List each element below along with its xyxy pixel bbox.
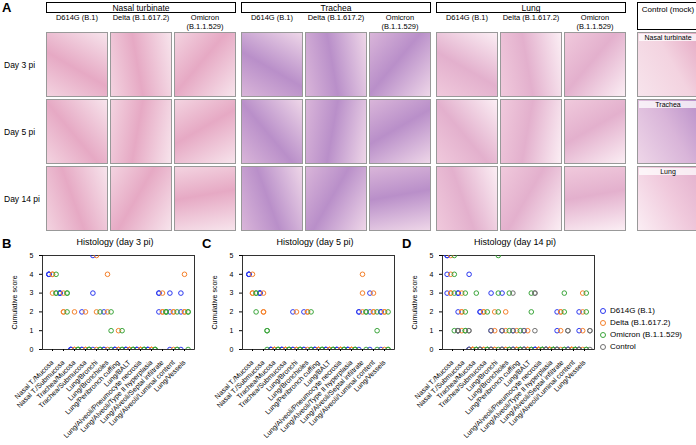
svg-text:Cumulative score: Cumulative score (411, 275, 418, 329)
svg-text:Cumulative score: Cumulative score (11, 275, 18, 329)
html-text:Trachea: Trachea (655, 101, 681, 108)
html-text:D614G (B.1): D614G (B.1) (55, 13, 98, 22)
svg-text:Lung/Peribronch cuffing: Lung/Peribronch cuffing (263, 358, 321, 416)
svg-text:Lung/Alveoli/Pneumocyte necros: Lung/Alveoli/Pneumocyte necrosis (462, 358, 543, 440)
svg-text:2: 2 (30, 308, 34, 315)
svg-text:Trachea/Submucosa: Trachea/Submucosa (437, 358, 488, 410)
svg-text:Lung/Peribronch cuffing: Lung/Peribronch cuffing (63, 358, 121, 416)
svg-text:Lung/Bronchioles: Lung/Bronchioles (266, 358, 310, 402)
html-text:Histology (day 5 pi): Histology (day 5 pi) (276, 237, 354, 247)
svg-text:1: 1 (230, 327, 234, 334)
svg-text:Nasal T./Mucosa: Nasal T./Mucosa (413, 358, 455, 401)
html-text:Histology (day 3 pi): Histology (day 3 pi) (76, 237, 154, 247)
svg-text:Lung/Bronchi: Lung/Bronchi (64, 358, 99, 393)
svg-text:Lung/Alveoli/Septal infiltrate: Lung/Alveoli/Septal infiltrate (98, 358, 165, 425)
html-text:Delta (B.1.617.2): Delta (B.1.617.2) (307, 13, 365, 22)
svg-text:4: 4 (430, 271, 434, 278)
svg-text:Nasal T./Mucosa: Nasal T./Mucosa (213, 358, 255, 401)
html-text:Lung: Lung (521, 3, 541, 13)
html-text:D614G (B.1): D614G (B.1) (445, 13, 488, 22)
svg-text:Lung/Vessels: Lung/Vessels (352, 358, 387, 393)
svg-text:Lung/Alveoli/Septal infiltrate: Lung/Alveoli/Septal infiltrate (498, 358, 565, 425)
html-text:Omicron (B.1.1.529): Omicron (B.1.1.529) (381, 13, 419, 31)
svg-text:2: 2 (430, 308, 434, 315)
svg-text:1: 1 (430, 327, 434, 334)
svg-text:Trachea/Mucosa: Trachea/Mucosa (435, 358, 477, 401)
svg-text:5: 5 (430, 252, 434, 259)
svg-text:2: 2 (230, 308, 234, 315)
svg-text:1: 1 (30, 327, 34, 334)
html-text:Nasal turbinate: Nasal turbinate (112, 3, 170, 13)
svg-text:Lung/Alveoli/Pneumocyte necros: Lung/Alveoli/Pneumocyte necrosis (262, 358, 343, 440)
svg-text:Lung/BALT: Lung/BALT (502, 358, 532, 388)
svg-text:Lung/BALT: Lung/BALT (302, 358, 332, 388)
svg-text:Nasal T./Submucosa: Nasal T./Submucosa (215, 358, 266, 409)
svg-text:Lung/Alveoli/Type II hyperplas: Lung/Alveoli/Type II hyperplasia (479, 359, 555, 435)
svg-text:Lung/Alveoli/Luminal content: Lung/Alveoli/Luminal content (508, 359, 577, 428)
svg-text:4: 4 (30, 271, 34, 278)
svg-text:Lung/Peribronch cuffing: Lung/Peribronch cuffing (463, 358, 521, 416)
html-text:Histology (day 14 pi): Histology (day 14 pi) (474, 237, 556, 247)
html-text:Delta (B.1.617.2): Delta (B.1.617.2) (112, 13, 170, 22)
svg-text:Lung/Bronchioles: Lung/Bronchioles (466, 358, 510, 402)
svg-text:Nasal T./Mucosa: Nasal T./Mucosa (13, 358, 55, 401)
html-text:A: A (2, 0, 12, 15)
svg-text:3: 3 (230, 289, 234, 296)
svg-text:Lung/Alveoli/Luminal content: Lung/Alveoli/Luminal content (108, 359, 177, 428)
html-text:Day 3 pi: Day 3 pi (4, 59, 36, 70)
svg-text:Lung/Alveoli/Luminal content: Lung/Alveoli/Luminal content (308, 359, 377, 428)
html-text:Omicron (B.1.1.529): Omicron (B.1.1.529) (610, 330, 682, 339)
html-text:D614G (B.1): D614G (B.1) (250, 13, 293, 22)
html-text:Nasal turbinate: Nasal turbinate (644, 34, 692, 41)
svg-text:Lung/Alveoli/Septal infiltrate: Lung/Alveoli/Septal infiltrate (298, 358, 365, 425)
svg-text:Lung/Alveoli/Type II hyperplas: Lung/Alveoli/Type II hyperplasia (79, 359, 155, 435)
svg-text:Nasal T./Submucosa: Nasal T./Submucosa (415, 358, 466, 409)
svg-text:Lung/BALT: Lung/BALT (102, 358, 132, 388)
svg-text:Lung/Bronchi: Lung/Bronchi (464, 358, 499, 393)
html-text:D: D (402, 236, 412, 251)
html-text:C: C (202, 236, 212, 251)
svg-text:Trachea/Mucosa: Trachea/Mucosa (35, 358, 77, 401)
html-text:Control: Control (610, 342, 636, 351)
svg-text:0: 0 (430, 346, 434, 353)
html-text:Omicron (B.1.1.529): Omicron (B.1.1.529) (186, 13, 224, 31)
svg-text:Lung/Vessels: Lung/Vessels (552, 358, 587, 393)
html-text:Delta (B.1.617.2): Delta (B.1.617.2) (502, 13, 560, 22)
html-text:Trachea: Trachea (320, 3, 352, 13)
svg-text:4: 4 (230, 271, 234, 278)
svg-text:Cumulative score: Cumulative score (211, 275, 218, 329)
svg-text:Nasal T./Submucosa: Nasal T./Submucosa (15, 358, 66, 409)
svg-text:Lung/Alveoli/Type II hyperplas: Lung/Alveoli/Type II hyperplasia (279, 359, 355, 435)
html-text:Control (mock): Control (mock) (641, 5, 695, 14)
svg-text:0: 0 (30, 346, 34, 353)
svg-text:Lung/Alveoli/Pneumocyte necros: Lung/Alveoli/Pneumocyte necrosis (62, 358, 143, 440)
html-text:D614G (B.1): D614G (B.1) (610, 306, 655, 315)
svg-text:Trachea/Submucosa: Trachea/Submucosa (237, 358, 288, 410)
html-text:Delta (B.1.617.2): Delta (B.1.617.2) (610, 318, 671, 327)
svg-text:5: 5 (230, 252, 234, 259)
html-text:Day 14 pi: Day 14 pi (4, 193, 40, 204)
svg-text:Lung/Bronchioles: Lung/Bronchioles (66, 358, 110, 402)
html-text:Lung: Lung (660, 168, 676, 175)
svg-text:Lung/Bronchi: Lung/Bronchi (264, 358, 299, 393)
svg-text:0: 0 (230, 346, 234, 353)
svg-text:5: 5 (30, 252, 34, 259)
html-text:Day 5 pi: Day 5 pi (4, 126, 36, 137)
svg-text:Trachea/Mucosa: Trachea/Mucosa (235, 358, 277, 401)
svg-text:3: 3 (430, 289, 434, 296)
html-text:Omicron (B.1.1.529): Omicron (B.1.1.529) (576, 13, 614, 31)
svg-text:Trachea/Submucosa: Trachea/Submucosa (37, 358, 88, 410)
svg-text:Lung/Vessels: Lung/Vessels (152, 358, 187, 393)
html-text:B: B (2, 236, 12, 251)
svg-text:3: 3 (30, 289, 34, 296)
